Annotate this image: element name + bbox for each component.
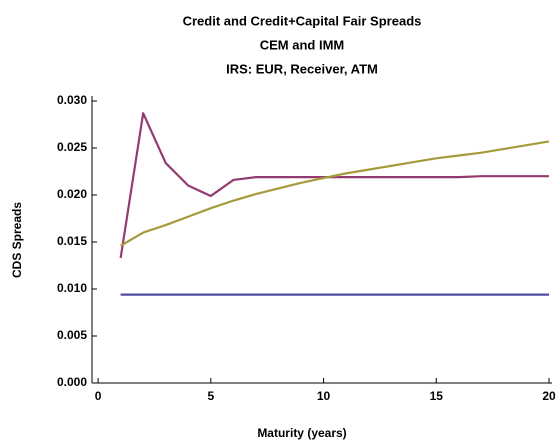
y-axis-label: CDS Spreads [10,202,24,278]
chart-title: Credit and Credit+Capital Fair Spreads [183,13,422,28]
x-tick-label: 20 [542,389,556,403]
y-tick-label: 0.030 [57,93,87,107]
y-tick-label: 0.010 [57,281,87,295]
y-tick-label: 0.000 [57,375,87,389]
x-tick-label: 5 [207,389,214,403]
x-axis-label: Maturity (years) [257,426,346,440]
y-tick-label: 0.020 [57,187,87,201]
series-line [119,112,549,259]
y-tick-label: 0.015 [57,234,87,248]
x-tick-label: 10 [317,389,331,403]
chart-title: CEM and IMM [260,37,345,52]
y-tick-label: 0.005 [57,328,87,342]
y-tick-label: 0.025 [57,140,87,154]
x-tick-label: 0 [95,389,102,403]
series-line [120,140,550,247]
chart-title: IRS: EUR, Receiver, ATM [226,61,378,76]
x-tick-label: 15 [430,389,444,403]
